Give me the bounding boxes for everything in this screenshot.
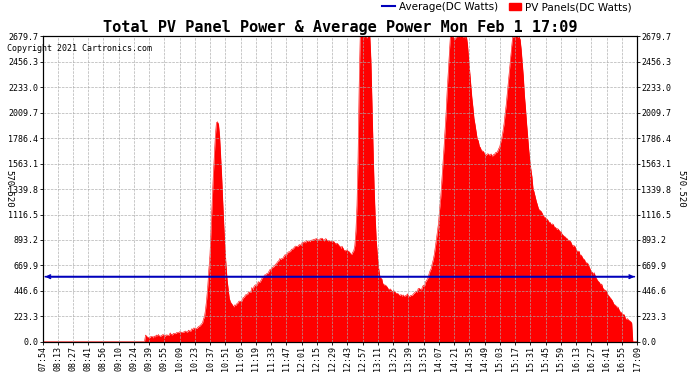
Y-axis label: 570.520: 570.520: [677, 170, 686, 208]
Y-axis label: 570.520: 570.520: [4, 170, 13, 208]
Legend: Average(DC Watts), PV Panels(DC Watts): Average(DC Watts), PV Panels(DC Watts): [382, 2, 632, 12]
Title: Total PV Panel Power & Average Power Mon Feb 1 17:09: Total PV Panel Power & Average Power Mon…: [103, 20, 577, 35]
Text: Copyright 2021 Cartronics.com: Copyright 2021 Cartronics.com: [7, 44, 152, 52]
